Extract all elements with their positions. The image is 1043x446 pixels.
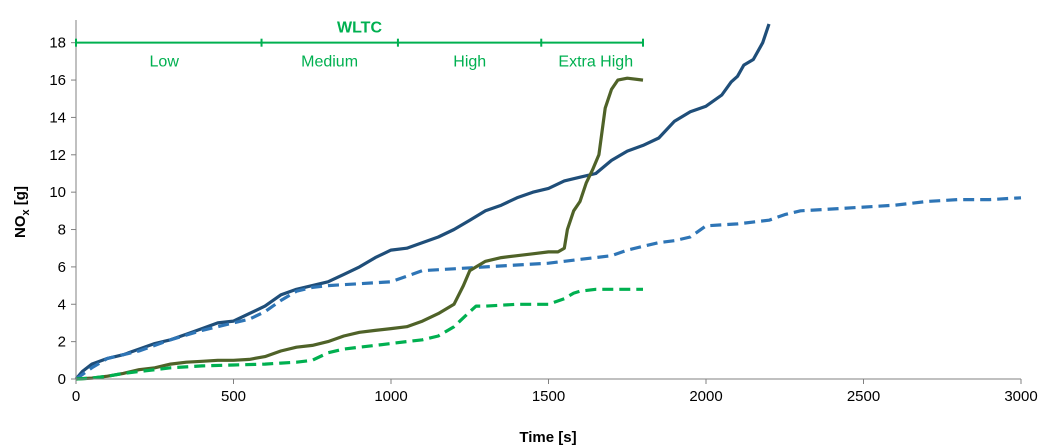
- y-tick-label: 14: [49, 109, 66, 126]
- series-layer: [74, 23, 1022, 381]
- series-line-4: [75, 287, 643, 381]
- y-tick-label: 8: [58, 222, 66, 239]
- wltc-phase-annotation: WLTC Low Medium High Extra High: [75, 20, 644, 71]
- series-line-1: [74, 23, 771, 381]
- y-tick-label: 18: [49, 35, 66, 52]
- y-tick-label: 2: [58, 334, 66, 351]
- axes-layer: 0 2 4 6 8 10 12 14 16 18 0 500 1000 1500 2000 2500 3000: [49, 20, 1038, 405]
- x-axis-title: Time [s]: [519, 429, 576, 446]
- x-tick-label: 3000: [1004, 388, 1037, 405]
- wltc-phase-label: High: [453, 54, 486, 71]
- x-tick-label: 0: [72, 388, 80, 405]
- wltc-title: WLTC: [337, 20, 382, 37]
- y-tick-label: 0: [58, 371, 66, 388]
- y-tick-label: 12: [49, 147, 66, 164]
- wltc-phase-label: Medium: [301, 54, 358, 71]
- y-axis-title-unit: [g]: [12, 186, 29, 209]
- x-tick-label: 1000: [374, 388, 407, 405]
- y-axis-title: NOx [g]: [12, 186, 32, 238]
- y-axis-title-subscript: x: [20, 208, 32, 215]
- wltc-phase-label: Extra High: [558, 54, 633, 71]
- y-tick-label: 10: [49, 184, 66, 201]
- y-tick-label: 16: [49, 72, 66, 89]
- x-tick-label: 500: [221, 388, 246, 405]
- x-tick-label: 2500: [847, 388, 880, 405]
- x-tick-label: 1500: [532, 388, 565, 405]
- y-tick-label: 6: [58, 259, 66, 276]
- series-line-3: [75, 76, 644, 381]
- x-tick-label: 2000: [689, 388, 722, 405]
- y-axis-title-main: NO: [12, 215, 29, 238]
- series-line-2: [75, 196, 1022, 381]
- wltc-phase-label: Low: [150, 54, 180, 71]
- y-tick-label: 4: [58, 296, 66, 313]
